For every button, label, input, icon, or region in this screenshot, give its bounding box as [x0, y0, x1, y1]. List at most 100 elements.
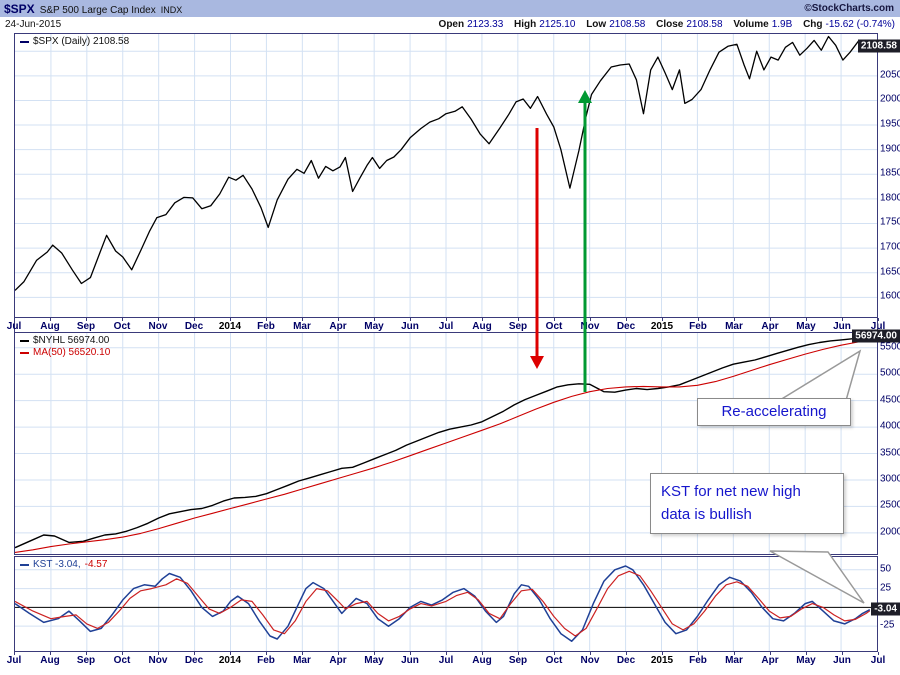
- x-axis-tick-mark: [86, 652, 87, 655]
- nyhl-last-value-box: 56974.00: [852, 329, 900, 343]
- y-axis-tick-label: 1900: [880, 143, 900, 155]
- x-axis-month-label: Feb: [689, 321, 707, 332]
- x-axis-month-label: Jun: [833, 655, 851, 666]
- x-axis-tick-mark: [338, 652, 339, 655]
- x-axis-tick-mark: [302, 318, 303, 321]
- x-axis-month-label: 2014: [218, 655, 242, 666]
- nyhl-ma-legend: MA(50) 56520.10: [20, 347, 110, 358]
- price-legend-label: $SPX (Daily) 2108.58: [33, 36, 130, 47]
- x-axis-tick-mark: [590, 318, 591, 321]
- x-axis-tick-mark: [266, 652, 267, 655]
- chg-label: Chg: [803, 19, 823, 30]
- x-axis-tick-mark: [662, 318, 663, 321]
- index-name: S&P 500 Large Cap Index: [39, 4, 156, 16]
- nyhl-line-swatch-icon: [20, 339, 29, 342]
- x-axis-month-label: Feb: [257, 321, 275, 332]
- x-axis-month-label: May: [796, 655, 816, 666]
- y-axis-tick-label: 50: [880, 563, 892, 575]
- y-axis-tick-label: 45000: [880, 394, 900, 406]
- x-axis-tick-mark: [50, 652, 51, 655]
- nyhl-ma-legend-label: MA(50) 56520.10: [33, 347, 111, 358]
- x-axis-tick-mark: [482, 652, 483, 655]
- nyhl-legend: $NYHL 56974.00: [20, 335, 109, 346]
- x-axis-month-label: Sep: [508, 321, 528, 332]
- x-axis-tick-mark: [734, 318, 735, 321]
- x-axis-month-label: Mar: [293, 321, 311, 332]
- y-axis-tick-label: 1850: [880, 167, 900, 179]
- stockcharts-brand-link[interactable]: ©StockCharts.com: [804, 3, 894, 14]
- x-axis-month-label: Jul: [438, 321, 454, 332]
- x-axis-month-label: Nov: [148, 321, 168, 332]
- x-axis-month-label: Jul: [6, 321, 22, 332]
- x-axis-month-label: Oct: [113, 321, 131, 332]
- x-axis-month-label: 2015: [650, 655, 674, 666]
- ohlc-quote: Open 2123.33 High 2125.10 Low 2108.58 Close…: [431, 19, 895, 30]
- x-axis-tick-mark: [14, 318, 15, 321]
- x-axis-month-label: Jun: [401, 321, 419, 332]
- kst-last-value-box: -3.04: [871, 602, 900, 616]
- x-axis-month-label: Apr: [329, 321, 347, 332]
- kst-line-swatch-icon: [20, 563, 29, 566]
- ticker-symbol: $SPX: [4, 1, 35, 16]
- reaccelerating-annotation: Re-accelerating: [697, 398, 851, 426]
- x-axis-tick-mark: [698, 318, 699, 321]
- x-axis-tick-mark: [482, 318, 483, 321]
- x-axis-month-label: Feb: [257, 655, 275, 666]
- y-axis-tick-label: 20000: [880, 526, 900, 538]
- x-axis-month-label: Apr: [329, 655, 347, 666]
- quote-bar: 24-Jun-2015 Open 2123.33 High 2125.10 Low 2…: [0, 17, 900, 32]
- x-axis-month-label: Jun: [833, 321, 851, 332]
- x-axis-tick-mark: [806, 652, 807, 655]
- chg-value: -15.62 (-0.74%): [825, 19, 895, 30]
- x-axis-month-label: 2014: [218, 321, 242, 332]
- price-last-value-box: 2108.58: [857, 39, 900, 53]
- x-axis-month-label: Dec: [616, 321, 636, 332]
- x-axis-month-label: Nov: [580, 321, 600, 332]
- x-axis-tick-mark: [590, 652, 591, 655]
- x-axis-tick-mark: [122, 318, 123, 321]
- x-axis-month-label: Mar: [725, 321, 743, 332]
- y-axis-tick-label: 30000: [880, 473, 900, 485]
- x-axis-tick-mark: [158, 652, 159, 655]
- y-axis-tick-label: 2000: [880, 93, 900, 105]
- kst-panel: KST -3.04, -4.57 50 25 -25 -3.04: [0, 556, 900, 652]
- x-axis-month-label: Dec: [184, 321, 204, 332]
- kst-legend: KST -3.04, -4.57: [20, 559, 107, 570]
- x-axis-month-label: Sep: [76, 655, 96, 666]
- header-bar: $SPX S&P 500 Large Cap Index INDX ©Stock…: [0, 0, 900, 17]
- low-label: Low: [586, 19, 607, 30]
- x-axis-month-label: May: [364, 321, 384, 332]
- high-value: 2125.10: [539, 19, 576, 30]
- x-axis-tick-mark: [446, 318, 447, 321]
- x-axis-tick-mark: [122, 652, 123, 655]
- x-axis-tick-mark: [338, 318, 339, 321]
- x-axis-tick-mark: [86, 318, 87, 321]
- close-value: 2108.58: [686, 19, 723, 30]
- x-axis-month-label: Nov: [148, 655, 168, 666]
- x-axis-month-label: Apr: [761, 321, 779, 332]
- x-axis-tick-mark: [410, 318, 411, 321]
- y-axis-tick-label: 35000: [880, 447, 900, 459]
- x-axis-tick-mark: [266, 318, 267, 321]
- y-axis-tick-label: 1800: [880, 192, 900, 204]
- x-axis-month-label: Aug: [472, 655, 492, 666]
- y-axis-tick-label: 1950: [880, 118, 900, 130]
- low-value: 2108.58: [609, 19, 646, 30]
- y-axis-tick-label: 1750: [880, 216, 900, 228]
- price-y-axis: 2100205020001950190018501800175017001650…: [878, 33, 900, 318]
- y-axis-tick-label: 1650: [880, 266, 900, 278]
- kst-legend-label: KST -3.04,: [33, 559, 81, 570]
- x-axis-tick-mark: [230, 652, 231, 655]
- symbol-group: $SPX S&P 500 Large Cap Index INDX: [4, 2, 182, 16]
- price-legend: $SPX (Daily) 2108.58: [20, 36, 129, 47]
- x-axis-month-label: May: [364, 655, 384, 666]
- x-axis-tick-mark: [806, 318, 807, 321]
- x-axis-middle: Jul Aug Sep Oct Nov Dec 2014 Feb Mar Apr May Jun Jul…: [0, 318, 900, 332]
- x-axis-tick-mark: [302, 652, 303, 655]
- x-axis-month-label: Aug: [472, 321, 492, 332]
- x-axis-tick-mark: [374, 652, 375, 655]
- chart-date: 24-Jun-2015: [5, 19, 62, 30]
- price-panel: $SPX (Daily) 2108.58 2100205020001950190…: [0, 33, 900, 318]
- ma-line-swatch-icon: [20, 351, 29, 354]
